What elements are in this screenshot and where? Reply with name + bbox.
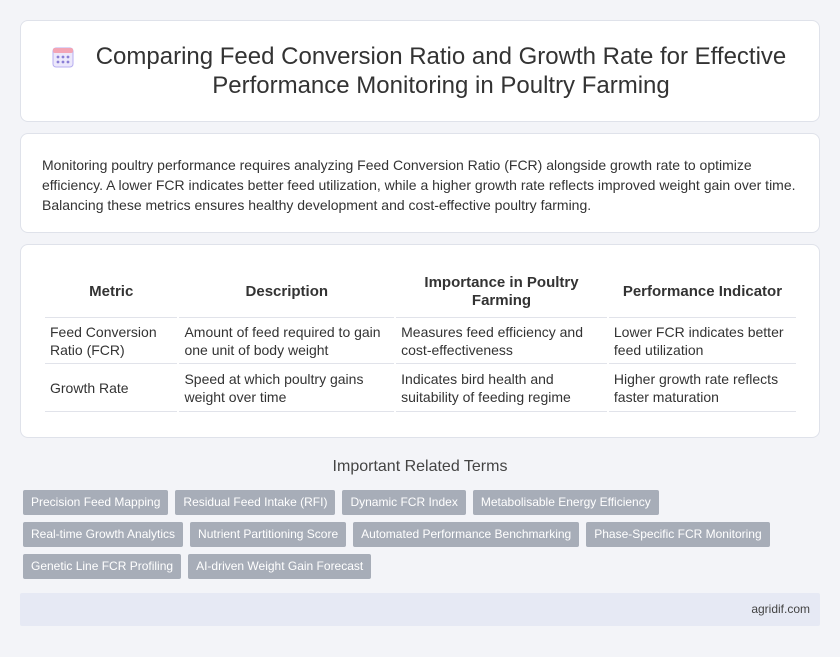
term-tag[interactable]: Residual Feed Intake (RFI) <box>175 490 336 515</box>
table-cell: Higher growth rate reflects faster matur… <box>608 364 796 412</box>
header-card: Comparing Feed Conversion Ratio and Grow… <box>20 20 820 122</box>
table-row: Growth Rate Speed at which poultry gains… <box>45 364 796 412</box>
table-cell: Growth Rate <box>45 364 178 412</box>
term-tag[interactable]: Phase-Specific FCR Monitoring <box>586 522 770 547</box>
header-importance: Importance in Poultry Farming <box>424 274 579 309</box>
table-header-row: Metric Description Importance in Poultry… <box>45 267 796 317</box>
table-cell: Amount of feed required to gain one unit… <box>179 317 395 364</box>
table-cell: Speed at which poultry gains weight over… <box>179 364 395 412</box>
term-tag[interactable]: Real-time Growth Analytics <box>23 522 184 547</box>
term-tag[interactable]: Metabolisable Energy Efficiency <box>472 490 659 515</box>
term-tag[interactable]: AI-driven Weight Gain Forecast <box>188 554 372 579</box>
calendar-icon <box>52 47 74 68</box>
term-tag[interactable]: Genetic Line FCR Profiling <box>23 554 182 579</box>
table-cell: Indicates bird health and suitability of… <box>396 364 607 412</box>
term-tag[interactable]: Automated Performance Benchmarking <box>353 522 580 547</box>
table-card: Metric Description Importance in Poultry… <box>20 244 820 438</box>
intro-card: Monitoring poultry performance requires … <box>20 133 820 233</box>
footer: agridif.com <box>20 593 820 626</box>
table-cell: Feed Conversion Ratio (FCR) <box>45 317 178 364</box>
table-cell: Measures feed efficiency and cost-effect… <box>396 317 607 364</box>
header-description: Description <box>245 283 329 300</box>
intro-paragraph: Monitoring poultry performance requires … <box>42 157 796 213</box>
related-terms-title: Important Related Terms <box>332 458 508 475</box>
header-performance-indicator: Performance Indicator <box>622 283 783 300</box>
related-terms-list: Precision Feed Mapping Residual Feed Int… <box>23 490 823 586</box>
header-metric: Metric <box>89 283 134 300</box>
page-title: Comparing Feed Conversion Ratio and Grow… <box>95 43 787 99</box>
term-tag[interactable]: Precision Feed Mapping <box>23 490 169 515</box>
footer-site-link[interactable]: agridif.com <box>751 602 810 616</box>
term-tag[interactable]: Dynamic FCR Index <box>342 490 466 515</box>
term-tag[interactable]: Nutrient Partitioning Score <box>190 522 347 547</box>
table-row: Feed Conversion Ratio (FCR) Amount of fe… <box>45 317 796 364</box>
comparison-table: Metric Description Importance in Poultry… <box>43 267 798 412</box>
table-cell: Lower FCR indicates better feed utilizat… <box>608 317 796 364</box>
